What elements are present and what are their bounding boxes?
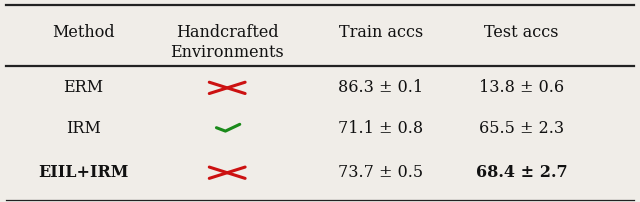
Text: 13.8 ± 0.6: 13.8 ± 0.6 xyxy=(479,79,564,96)
Text: ERM: ERM xyxy=(63,79,103,96)
Text: 65.5 ± 2.3: 65.5 ± 2.3 xyxy=(479,120,564,137)
Text: Method: Method xyxy=(52,24,115,41)
Text: Test accs: Test accs xyxy=(484,24,559,41)
Text: IRM: IRM xyxy=(66,120,100,137)
Text: Train accs: Train accs xyxy=(339,24,423,41)
Text: EIIL+IRM: EIIL+IRM xyxy=(38,164,129,181)
Text: 73.7 ± 0.5: 73.7 ± 0.5 xyxy=(338,164,424,181)
Text: 86.3 ± 0.1: 86.3 ± 0.1 xyxy=(338,79,424,96)
Text: Handcrafted
Environments: Handcrafted Environments xyxy=(170,24,284,61)
Text: 68.4 ± 2.7: 68.4 ± 2.7 xyxy=(476,164,568,181)
Text: 71.1 ± 0.8: 71.1 ± 0.8 xyxy=(338,120,424,137)
